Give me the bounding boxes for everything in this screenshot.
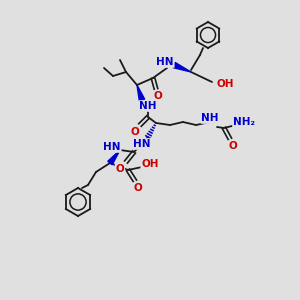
Text: HN: HN — [103, 142, 121, 152]
Text: NH₂: NH₂ — [233, 117, 255, 127]
Polygon shape — [108, 150, 120, 165]
Text: O: O — [116, 164, 124, 174]
Text: O: O — [154, 91, 162, 101]
Polygon shape — [173, 62, 191, 72]
Text: HN: HN — [133, 139, 151, 149]
Text: NH: NH — [139, 101, 157, 111]
Text: NH: NH — [201, 113, 219, 123]
Text: OH: OH — [141, 159, 159, 169]
Text: HN: HN — [156, 57, 174, 67]
Polygon shape — [137, 85, 145, 101]
Text: O: O — [229, 141, 237, 151]
Text: O: O — [130, 127, 140, 137]
Text: O: O — [134, 183, 142, 193]
Text: OH: OH — [216, 79, 234, 89]
